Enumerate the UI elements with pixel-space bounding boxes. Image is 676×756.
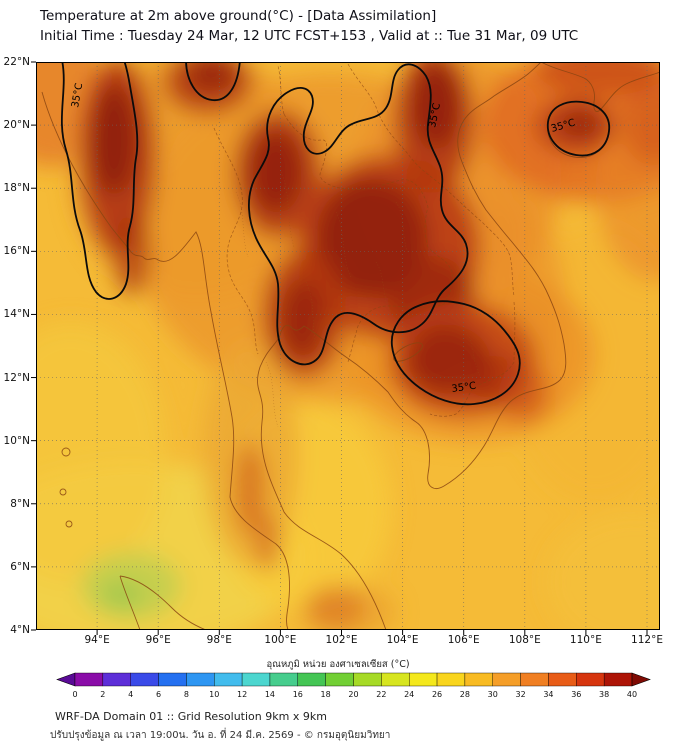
x-axis-tick-label: 96°E bbox=[145, 634, 171, 646]
y-axis-tick-label: 16°N bbox=[3, 245, 30, 258]
chart-title: Temperature at 2m above ground(°C) - [Da… bbox=[40, 8, 437, 24]
x-axis-tick-label: 98°E bbox=[206, 634, 232, 646]
contour-label-35c: 35°C bbox=[427, 102, 443, 128]
y-axis-labels: 22°N 20°N 18°N 16°N 14°N 12°N 10°N 8°N 6°N 4°N bbox=[0, 56, 33, 636]
x-axis-tick-label: 104°E bbox=[386, 634, 419, 646]
temperature-contours bbox=[60, 62, 611, 406]
x-axis-tick-label: 102°E bbox=[325, 634, 358, 646]
colorbar-right-arrow bbox=[631, 672, 651, 687]
y-axis-tick-label: 10°N bbox=[3, 434, 30, 447]
colorbar-tick-label: 12 bbox=[237, 690, 247, 699]
y-axis-tick-label: 4°N bbox=[10, 623, 30, 636]
footer-model-info: WRF-DA Domain 01 :: Grid Resolution 9km … bbox=[55, 710, 327, 723]
coastlines-and-borders bbox=[41, 62, 660, 630]
contour-labels: 35°C 35°C 35°C 35°C bbox=[70, 82, 576, 395]
colorbar-tick-label: 30 bbox=[488, 690, 498, 699]
colorbar-tick-label: 10 bbox=[209, 690, 219, 699]
temperature-field bbox=[36, 62, 660, 630]
x-axis-tick-label: 112°E bbox=[631, 634, 663, 646]
colorbar-tick-label: 28 bbox=[460, 690, 470, 699]
x-axis-tick-label: 94°E bbox=[84, 634, 110, 646]
colorbar-tick-label: 8 bbox=[184, 690, 189, 699]
colorbar-segment bbox=[548, 672, 577, 687]
colorbar-tick-label: 32 bbox=[516, 690, 526, 699]
x-axis-tick-marks bbox=[96, 630, 648, 635]
map-plot-area: 35°C 35°C 35°C 35°C bbox=[31, 61, 660, 635]
plot-frame bbox=[36, 62, 660, 630]
x-axis-tick-label: 106°E bbox=[447, 634, 480, 646]
colorbar-tick-label: 14 bbox=[265, 690, 275, 699]
colorbar-segment bbox=[603, 672, 633, 687]
colorbar-segment bbox=[325, 672, 354, 687]
colorbar-tick-label: 16 bbox=[293, 690, 303, 699]
colorbar-svg: 0 2 4 6 8 10 12 14 16 18 20 22 24 26 28 30 32 34 36 38 40 bbox=[56, 672, 651, 699]
colorbar-title: อุณหภูมิ หน่วย องศาเซลเซียส (°C) bbox=[266, 659, 410, 670]
colorbar-segment bbox=[492, 672, 521, 687]
y-axis-tick-label: 6°N bbox=[10, 560, 30, 573]
contour-label-35c: 35°C bbox=[451, 381, 477, 395]
colorbar-segment bbox=[576, 672, 605, 687]
colorbar-segment bbox=[241, 672, 271, 687]
colorbar-tick-label: 34 bbox=[543, 690, 553, 699]
colorbar-segment bbox=[297, 672, 326, 687]
colorbar-tick-label: 18 bbox=[321, 690, 331, 699]
x-axis-tick-label: 100°E bbox=[264, 634, 297, 646]
colorbar-tick-label: 24 bbox=[404, 690, 414, 699]
colorbar-segment bbox=[381, 672, 410, 687]
temperature-map: 35°C 35°C 35°C 35°C bbox=[31, 61, 660, 635]
colorbar-segment bbox=[130, 672, 159, 687]
x-axis-labels: 94°E 96°E 98°E 100°E 102°E 104°E 106°E 108°E 110… bbox=[36, 634, 663, 649]
colorbar-segment bbox=[409, 672, 438, 687]
y-axis-tick-label: 8°N bbox=[10, 497, 30, 510]
colorbar-segment bbox=[214, 672, 243, 687]
colorbar-segment bbox=[269, 672, 299, 687]
colorbar-segment bbox=[436, 672, 466, 687]
colorbar-segment bbox=[102, 672, 131, 687]
colorbar-tick-label: 36 bbox=[571, 690, 581, 699]
y-axis-tick-label: 12°N bbox=[3, 371, 30, 384]
y-axis-tick-marks bbox=[31, 61, 36, 631]
colorbar-tick-label: 20 bbox=[348, 690, 358, 699]
y-axis-tick-label: 18°N bbox=[3, 182, 30, 195]
colorbar-segment bbox=[186, 672, 215, 687]
y-axis-tick-label: 20°N bbox=[3, 119, 30, 132]
colorbar-tick-label: 38 bbox=[599, 690, 609, 699]
colorbar-tick-label: 22 bbox=[376, 690, 386, 699]
colorbar-tick-label: 4 bbox=[128, 690, 133, 699]
y-axis-tick-label: 22°N bbox=[3, 56, 30, 68]
colorbar-tick-label: 2 bbox=[100, 690, 105, 699]
chart-subtitle: Initial Time : Tuesday 24 Mar, 12 UTC FC… bbox=[40, 28, 579, 44]
colorbar-segment bbox=[74, 672, 104, 687]
footer-update-info: ปรับปรุงข้อมูล ณ เวลา 19:00น. วัน อ. ที่… bbox=[50, 730, 391, 741]
colorbar-segment bbox=[520, 672, 549, 687]
colorbar: 0 2 4 6 8 10 12 14 16 18 20 22 24 26 28 30 32 34 36 38 40 bbox=[0, 672, 676, 702]
colorbar-left-arrow bbox=[56, 672, 76, 687]
x-axis-tick-label: 110°E bbox=[569, 634, 602, 646]
colorbar-tick-label: 40 bbox=[627, 690, 637, 699]
colorbar-segment bbox=[158, 672, 187, 687]
y-axis-tick-label: 14°N bbox=[3, 308, 30, 321]
colorbar-segment bbox=[464, 672, 493, 687]
colorbar-tick-label: 0 bbox=[72, 690, 77, 699]
colorbar-tick-label: 26 bbox=[432, 690, 442, 699]
colorbar-tick-label: 6 bbox=[156, 690, 161, 699]
x-axis-tick-label: 108°E bbox=[508, 634, 541, 646]
contour-label-35c: 35°C bbox=[70, 82, 85, 108]
colorbar-segment bbox=[353, 672, 382, 687]
